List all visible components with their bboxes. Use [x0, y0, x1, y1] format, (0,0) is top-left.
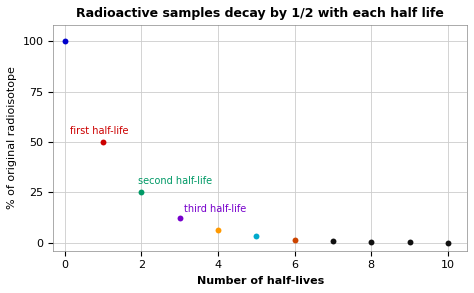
- Text: first half-life: first half-life: [71, 126, 129, 136]
- Point: [99, 140, 107, 144]
- Point: [291, 237, 299, 242]
- Title: Radioactive samples decay by 1/2 with each half life: Radioactive samples decay by 1/2 with ea…: [76, 7, 444, 20]
- Point: [253, 234, 260, 239]
- Point: [214, 228, 222, 232]
- Point: [137, 190, 145, 195]
- Point: [444, 240, 452, 245]
- Point: [329, 239, 337, 243]
- Text: second half-life: second half-life: [137, 176, 212, 186]
- Point: [176, 215, 183, 220]
- Point: [367, 240, 375, 244]
- Y-axis label: % of original radioisotope: % of original radioisotope: [7, 67, 17, 209]
- Point: [61, 39, 69, 44]
- Text: third half-life: third half-life: [183, 204, 246, 214]
- X-axis label: Number of half-lives: Number of half-lives: [197, 276, 324, 286]
- Point: [406, 240, 413, 245]
